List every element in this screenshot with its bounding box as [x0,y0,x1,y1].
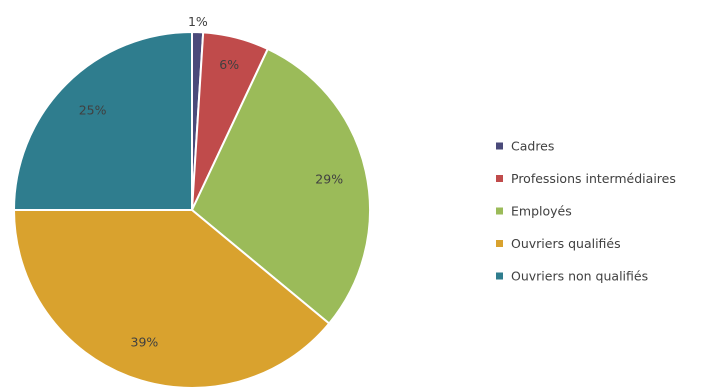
legend-item-cadres: Cadres [496,139,554,154]
pie-data-labels: 1% 6% 29% 39% 25% [79,14,344,349]
data-label-ouvriers-non-qualifies: 25% [79,103,107,118]
pie-slice-ouvriers-non-qualifies [13,31,193,211]
data-label-employes: 29% [315,171,343,186]
data-label-cadres: 1% [188,14,208,29]
pie-slice-employes [191,47,371,325]
legend-swatch-ouvriers-qualifies [496,240,503,247]
legend-label-ouvriers-qualifies: Ouvriers qualifiés [511,236,621,251]
legend-label-ouvriers-non-qualifies: Ouvriers non qualifiés [511,269,648,284]
legend-item-employes: Employés [496,204,572,219]
pie-slice-ouvriers-qualifies [13,209,331,389]
pie-slices [13,30,371,389]
legend-label-professions-intermediaires: Professions intermédiaires [511,171,676,186]
legend-label-employes: Employés [511,204,572,219]
data-label-ouvriers-qualifies: 39% [131,334,159,349]
legend-item-ouvriers-qualifies: Ouvriers qualifiés [496,236,621,251]
legend-swatch-cadres [496,142,503,150]
legend-item-ouvriers-non-qualifies: Ouvriers non qualifiés [496,269,648,284]
data-label-professions-intermediaires: 6% [219,57,239,72]
legend-swatch-professions-intermediaires [496,175,503,182]
legend-label-cadres: Cadres [511,139,554,154]
legend-swatch-employes [496,207,503,215]
legend-swatch-ouvriers-non-qualifies [496,272,503,280]
legend-item-professions-intermediaires: Professions intermédiaires [496,171,676,186]
chart-legend: Cadres Professions intermédiaires Employés… [496,139,676,284]
